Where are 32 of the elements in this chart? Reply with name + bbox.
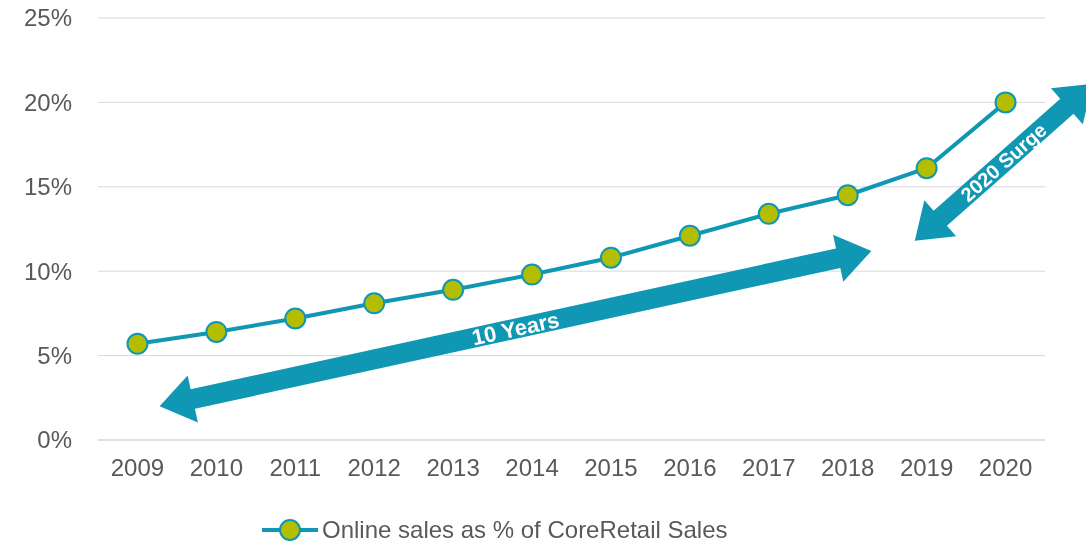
- x-tick-label: 2009: [110, 454, 165, 481]
- y-tick-label: 5%: [37, 342, 72, 369]
- legend-label: Online sales as % of CoreRetail Sales: [322, 516, 728, 544]
- point: [757, 202, 780, 225]
- x-tick-label: 2017: [742, 454, 796, 481]
- point: [363, 292, 386, 315]
- annotation: 10 Years: [469, 307, 562, 351]
- y-tick-label: 15%: [23, 173, 72, 201]
- point: [994, 91, 1017, 114]
- x-tick-label: 2012: [347, 454, 401, 481]
- x-tick-label: 2011: [269, 454, 322, 481]
- x-tick-label: 2014: [505, 454, 559, 481]
- x-tick-label: 2015: [584, 454, 638, 481]
- x-tick-label: 2013: [426, 454, 480, 481]
- x-tick-label: 2010: [189, 454, 244, 481]
- point: [836, 184, 859, 207]
- x-tick-label: 2016: [663, 454, 717, 481]
- point: [915, 157, 938, 180]
- x-tick-label: 2019: [899, 454, 954, 481]
- y-tick-label: 0%: [37, 426, 72, 454]
- y-tick-label: 25%: [23, 4, 72, 32]
- point: [205, 320, 228, 343]
- point: [521, 263, 544, 286]
- x-tick-label: 2020: [978, 454, 1033, 481]
- point: [126, 332, 149, 355]
- point: [284, 307, 307, 330]
- x-tick-label: 2018: [821, 454, 875, 481]
- y-tick-label: 10%: [23, 257, 72, 285]
- y-tick-label: 20%: [23, 88, 72, 116]
- point: [599, 246, 622, 269]
- point: [678, 224, 701, 247]
- point: [442, 278, 465, 301]
